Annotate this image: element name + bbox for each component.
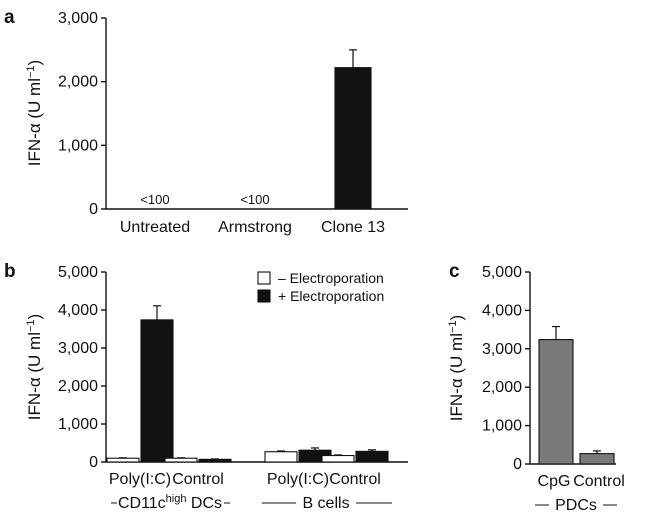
panel-b-legend-swatch bbox=[258, 272, 270, 284]
panel-b-bar-minus bbox=[165, 458, 197, 462]
panel-b-group-label-dcs: CD11chigh DCs bbox=[118, 493, 222, 512]
panel-c-y-tick-label: 0 bbox=[513, 456, 522, 473]
panel-c-chart: 0 1,000 2,000 3,000 4,000 5,000 IFN-α (U ml−1)… bbox=[447, 264, 625, 514]
panel-c-y-tick-label: 4,000 bbox=[482, 302, 522, 319]
panel-a-category-label: Clone 13 bbox=[321, 219, 385, 236]
panel-c-bar bbox=[539, 340, 573, 464]
panel-b-group-label-bcells: B cells bbox=[302, 495, 349, 512]
panel-c-y-axis-label: IFN-α (U ml−1) bbox=[447, 315, 466, 421]
panel-a-y-tick-label: 0 bbox=[89, 201, 98, 218]
panel-b-y-tick-label: 5,000 bbox=[58, 264, 98, 281]
panel-a-category-label: Untreated bbox=[120, 219, 190, 236]
panel-b-y-axis-label: IFN-α (U ml−1) bbox=[25, 314, 44, 420]
panel-b-bar-plus bbox=[356, 451, 388, 462]
panel-a-value-label: <100 bbox=[140, 192, 169, 207]
panel-c-y-tick-label: 5,000 bbox=[482, 264, 522, 281]
panel-b-category-label: Poly(I:C) bbox=[109, 471, 171, 488]
panel-b-bar-plus bbox=[141, 320, 173, 462]
panel-a-bar bbox=[335, 68, 371, 209]
panel-b-bar-plus bbox=[199, 459, 231, 462]
panel-a-category-label: Armstrong bbox=[218, 219, 292, 236]
panel-b-legend-swatch bbox=[258, 290, 270, 302]
panel-b-legend-label: + Electroporation bbox=[278, 288, 384, 304]
panel-b-y-tick-label: 2,000 bbox=[58, 378, 98, 395]
panel-b-y-tick-label: 3,000 bbox=[58, 340, 98, 357]
panel-b-legend-label: – Electroporation bbox=[278, 270, 384, 286]
panel-b-bar-minus bbox=[107, 458, 139, 462]
panel-label-c: c bbox=[449, 261, 460, 282]
panel-a-chart: 0 1,000 2,000 3,000 IFN-α (U ml−1) <100 Untrea… bbox=[25, 10, 408, 236]
panel-b-y-tick-label: 4,000 bbox=[58, 302, 98, 319]
panel-b-y-tick-label: 1,000 bbox=[58, 416, 98, 433]
panel-label-b: b bbox=[4, 261, 16, 282]
panel-a-value-label: <100 bbox=[240, 192, 269, 207]
panel-label-a: a bbox=[4, 7, 15, 28]
panel-c-y-tick-label: 2,000 bbox=[482, 379, 522, 396]
panel-b-chart: 0 1,000 2,000 3,000 4,000 5,000 IFN-α (U ml−1)… bbox=[25, 264, 408, 512]
panel-a-y-tick-label: 1,000 bbox=[58, 137, 98, 154]
panel-a-y-axis-label: IFN-α (U ml−1) bbox=[25, 60, 44, 166]
panel-c-bar bbox=[580, 454, 614, 464]
panel-b-bar-minus bbox=[265, 452, 297, 462]
panel-b-category-label: Control bbox=[172, 471, 224, 488]
panel-b-category-label: Control bbox=[329, 471, 381, 488]
panel-a-y-tick-label: 2,000 bbox=[58, 74, 98, 91]
panel-c-category-label: Control bbox=[573, 473, 625, 490]
panel-b-bar-minus bbox=[322, 456, 354, 462]
panel-a-y-tick-label: 3,000 bbox=[58, 10, 98, 27]
panel-c-group-label: PDCs bbox=[555, 497, 597, 514]
panel-b-y-tick-label: 0 bbox=[89, 454, 98, 471]
panel-c-category-label: CpG bbox=[538, 473, 571, 490]
panel-c-y-tick-label: 1,000 bbox=[482, 418, 522, 435]
panel-b-category-label: Poly(I:C) bbox=[267, 471, 329, 488]
panel-c-y-tick-label: 3,000 bbox=[482, 341, 522, 358]
